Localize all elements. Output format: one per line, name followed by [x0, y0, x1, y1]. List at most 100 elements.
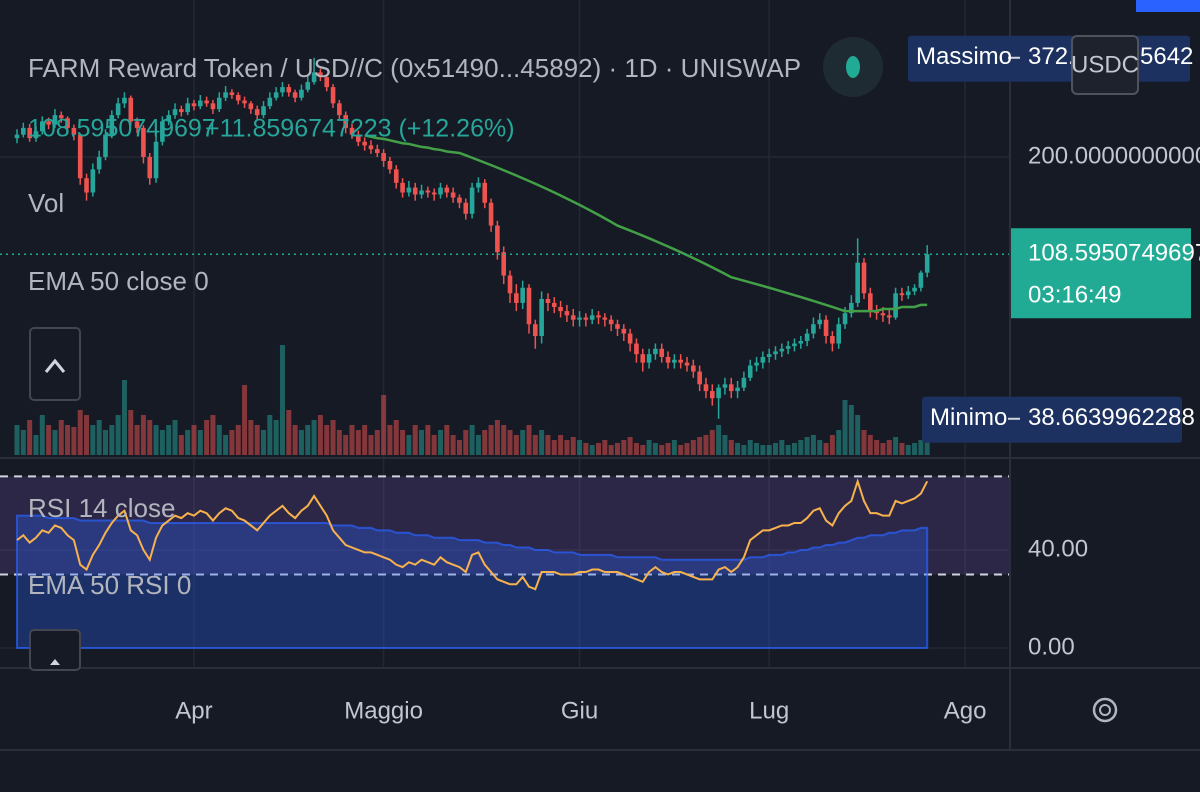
- volume-bar: [102, 430, 108, 455]
- candle-body: [646, 354, 652, 363]
- candle-body: [476, 182, 481, 188]
- volume-bar: [267, 415, 273, 455]
- volume-bar: [298, 430, 304, 455]
- volume-bar: [153, 425, 159, 455]
- top-button[interactable]: [1136, 0, 1200, 12]
- volume-bar: [261, 430, 267, 455]
- volume-bar: [861, 430, 867, 455]
- candle-body: [539, 298, 544, 337]
- volume-bar: [178, 435, 184, 455]
- volume-bar: [494, 420, 500, 455]
- chart-title: FARM Reward Token / USD//C (0x51490...45…: [28, 53, 801, 83]
- volume-bar: [374, 430, 380, 455]
- volume-bar: [223, 435, 229, 455]
- rsi-tick-label: 0.00: [1028, 633, 1075, 660]
- volume-bar: [216, 425, 222, 455]
- candle-body: [280, 87, 285, 93]
- volume-bar: [728, 440, 734, 455]
- candle-body: [520, 287, 525, 303]
- candle-body: [785, 346, 791, 349]
- countdown-label: 03:16:49: [1028, 282, 1121, 309]
- volume-bar: [760, 445, 766, 455]
- candle-body: [96, 156, 102, 170]
- volume-bar: [475, 435, 481, 455]
- candle-body: [545, 298, 551, 303]
- candle-body: [27, 127, 32, 139]
- collapse-button[interactable]: [29, 629, 81, 671]
- candle-body: [678, 359, 683, 363]
- candle-body: [722, 384, 728, 388]
- volume-bar: [791, 443, 797, 455]
- candle-body: [71, 127, 77, 135]
- volume-bar: [349, 425, 355, 455]
- candle-body: [248, 103, 254, 110]
- candle-body: [242, 100, 247, 104]
- candle-body: [343, 115, 348, 128]
- candle-body: [691, 365, 696, 372]
- volume-bar: [482, 430, 488, 455]
- volume-bar: [437, 430, 443, 455]
- candle-body: [596, 315, 601, 318]
- high-marker-tail: 5642: [1140, 43, 1193, 70]
- candle-body: [286, 87, 292, 93]
- candle-body: [254, 109, 260, 116]
- candle-body: [709, 391, 715, 399]
- volume-bar: [90, 425, 96, 455]
- volume-bar: [204, 420, 210, 455]
- volume-bar: [893, 437, 899, 455]
- candle-body: [495, 225, 500, 253]
- volume-bar: [419, 430, 425, 455]
- rsi-ema-area: [16, 514, 929, 649]
- volume-bar: [393, 420, 399, 455]
- volume-bar: [147, 420, 153, 455]
- volume-bar: [77, 410, 83, 455]
- volume-bar: [886, 440, 892, 455]
- volume-bar: [20, 430, 26, 455]
- currency-button[interactable]: [1071, 35, 1139, 95]
- volume-bar: [741, 445, 747, 455]
- volume-bar: [596, 443, 602, 455]
- rsi-line: [16, 478, 929, 591]
- candle-body: [868, 293, 873, 312]
- collapse-button[interactable]: [29, 327, 81, 401]
- candle-body: [179, 109, 184, 113]
- candle-body: [918, 272, 924, 288]
- candle-body: [817, 319, 823, 325]
- volume-bar: [842, 400, 848, 455]
- volume-bar: [254, 425, 260, 455]
- candle-body: [469, 187, 475, 214]
- chevron-up: [50, 659, 60, 665]
- volume-bar: [905, 445, 911, 455]
- volume-bar: [614, 443, 620, 455]
- candle-body: [766, 354, 772, 357]
- candle-body: [141, 127, 146, 157]
- volume-bar: [779, 440, 785, 455]
- volume-bar: [185, 430, 191, 455]
- volume-bar: [918, 440, 924, 455]
- volume-bar: [539, 430, 545, 455]
- volume-bar: [191, 425, 197, 455]
- gear-icon[interactable]: [1092, 697, 1118, 723]
- volume-bar: [665, 443, 671, 455]
- low-marker-box: [922, 396, 1182, 443]
- volume-bar: [532, 435, 538, 455]
- volume-bar: [65, 425, 71, 455]
- candle-body: [608, 319, 614, 325]
- volume-bar: [520, 430, 526, 455]
- volume-bar: [747, 440, 753, 455]
- candle-body: [899, 293, 905, 296]
- candle-body: [400, 182, 405, 193]
- candle-body: [185, 103, 190, 113]
- volume-bar: [381, 395, 387, 455]
- volume-bar: [368, 435, 374, 455]
- legend-last: 108.5950749697: [28, 115, 216, 143]
- gear-center: [1099, 704, 1111, 716]
- volume-bar: [242, 385, 248, 455]
- candle-body: [337, 103, 342, 116]
- volume-bar: [115, 415, 121, 455]
- volume-bar: [798, 440, 804, 455]
- candle-body: [58, 115, 64, 119]
- volume-bar: [570, 437, 576, 455]
